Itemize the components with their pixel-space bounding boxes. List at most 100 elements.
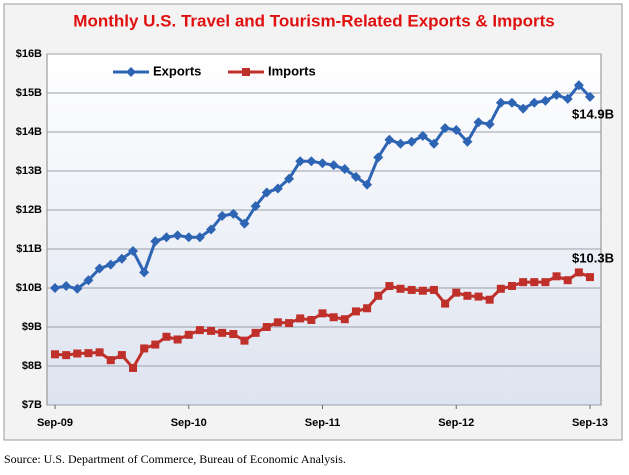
data-point [306,156,317,167]
y-tick-label: $16B [16,48,42,60]
data-point [240,336,249,345]
data-point [462,136,473,147]
data-point [83,275,94,286]
y-tick-label: $9B [22,321,42,333]
data-point [162,332,171,341]
data-point [396,284,405,293]
data-point [284,173,295,184]
data-point [540,95,551,106]
data-point [440,123,451,134]
data-point [61,281,72,292]
data-point [173,335,182,344]
data-point [406,136,417,147]
data-point [105,259,116,270]
data-point [395,138,406,149]
data-point [307,315,316,324]
data-point [340,315,349,324]
y-tick-label: $8B [22,360,42,372]
data-point [318,309,327,318]
data-point [473,117,484,128]
data-point [506,97,517,108]
y-tick-label: $7B [22,399,42,411]
data-point [329,313,338,322]
data-point [285,319,294,328]
x-tick-label: Sep-09 [37,417,73,429]
x-tick-label: Sep-10 [171,417,207,429]
x-tick-label: Sep-11 [305,417,340,429]
data-point [441,299,450,308]
data-point [350,171,361,182]
data-point [429,285,438,294]
data-point [129,363,138,372]
data-point [273,318,282,327]
data-point [586,273,594,282]
data-point [418,286,427,295]
data-point [451,125,462,136]
data-point [183,232,194,243]
y-tick-label: $10B [16,282,42,294]
source-note: Source: U.S. Department of Commerce, Bur… [4,452,346,466]
y-tick-label: $11B [16,243,42,255]
data-point [62,351,71,360]
data-point [541,278,550,287]
data-point [272,183,283,194]
data-point [128,245,139,256]
x-tick-label: Sep-12 [438,417,474,429]
data-point [229,330,238,339]
data-point [51,350,59,359]
data-point [317,158,328,169]
data-point [551,89,562,100]
data-point [529,97,540,108]
data-point [150,236,161,247]
data-point [94,263,105,274]
data-point [72,283,83,294]
data-point [217,210,228,221]
data-point [261,187,272,198]
data-point [262,323,271,331]
data-point [116,253,127,264]
data-point [484,119,495,130]
data-point [139,267,150,278]
data-point [295,156,306,167]
data-point [562,93,573,104]
legend-label: Imports [268,63,316,78]
data-point [428,138,439,149]
data-point [296,314,305,323]
data-point [250,201,261,212]
data-point [251,328,260,337]
data-point [228,208,239,219]
data-point [140,344,149,353]
data-point [518,103,529,114]
data-point [374,291,383,300]
data-point [50,283,60,293]
data-point [184,330,193,339]
data-point [385,282,394,291]
data-point [195,326,204,335]
y-tick-label: $14B [16,126,42,138]
data-point [563,276,572,285]
data-point [194,232,205,243]
data-point [573,80,584,91]
data-point [485,295,494,304]
chart-title: Monthly U.S. Travel and Tourism-Related … [73,11,554,30]
data-point [463,291,472,300]
data-point [172,230,183,241]
legend-marker [126,67,136,77]
data-label: $14.9B [572,106,614,121]
y-tick-label: $15B [16,87,42,99]
data-point [84,349,93,358]
data-point [95,348,104,357]
data-point [239,218,250,229]
legend-label: Exports [153,63,201,78]
data-point [207,326,216,335]
data-point [328,160,339,171]
y-tick-label: $13B [16,165,42,177]
plot-area [46,53,602,406]
data-point [452,288,461,297]
data-point [117,351,126,360]
data-point [417,130,428,141]
y-tick-label: $12B [16,204,42,216]
data-point [585,91,595,102]
data-point [161,232,172,243]
data-point [552,272,561,281]
